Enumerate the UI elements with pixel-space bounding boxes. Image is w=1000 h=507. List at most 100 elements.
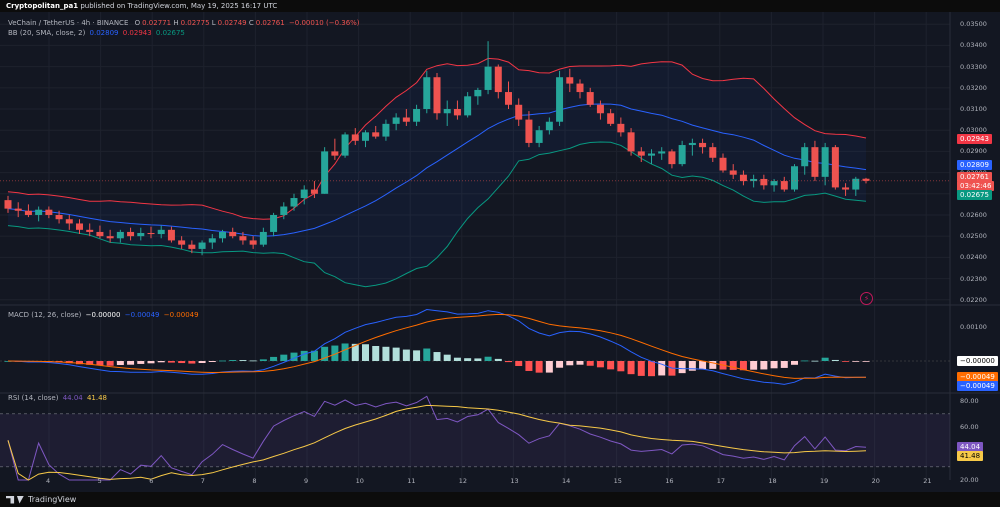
author-name[interactable]: Cryptopolitan_pa1 [6, 2, 79, 10]
macd-histogram-bar [586, 361, 594, 366]
candle-body [178, 240, 186, 245]
macd-histogram-bar [178, 361, 186, 364]
candle-body [55, 214, 63, 220]
last-price-label: 0.02761 [957, 172, 992, 182]
candle-body [617, 123, 625, 133]
rsi-legend: RSI (14, close) 44.04 41.48 [8, 394, 107, 402]
candle-body [76, 223, 83, 230]
macd-histogram-bar [96, 361, 104, 366]
price-tick-label: 0.03000 [960, 126, 987, 135]
macd-histogram-bar [372, 345, 380, 361]
candle-body [464, 96, 472, 116]
price-tick-label: 0.02900 [960, 147, 987, 156]
candle-body [862, 178, 870, 181]
macd-histogram-bar [494, 358, 502, 361]
candle-body [535, 130, 543, 143]
candle-body [65, 219, 73, 224]
macd-label[interactable]: MACD (12, 26, close) [8, 311, 82, 319]
time-tick-label: 10 [355, 477, 364, 485]
candle-body [96, 231, 104, 237]
macd-histogram-bar [770, 361, 778, 369]
macd-histogram-bar [239, 360, 247, 361]
macd-histogram-bar [413, 350, 421, 361]
low-label: L [211, 19, 216, 27]
macd-histogram-bar [147, 361, 155, 364]
candle-body [290, 198, 298, 207]
candle-body [147, 233, 155, 235]
tradingview-logo-icon [6, 495, 24, 504]
candle-body [545, 121, 553, 131]
candle-body [198, 242, 206, 249]
candle-body [188, 244, 196, 249]
bb-label[interactable]: BB (20, SMA, close, 2) [8, 29, 86, 37]
time-tick-label: 16 [665, 477, 674, 485]
candle-body [167, 229, 175, 241]
macd-hist-label: −0.00000 [957, 356, 998, 366]
rsi-label[interactable]: RSI (14, close) [8, 394, 59, 402]
macd-histogram-bar [811, 360, 819, 362]
macd-histogram-bar [648, 361, 655, 377]
candle-body [249, 240, 257, 245]
candle-body [474, 89, 482, 97]
macd-tick-label: 0.00100 [960, 323, 987, 331]
macd-histogram-bar [505, 361, 512, 363]
candle-body [310, 189, 318, 194]
candle-body [45, 209, 53, 215]
candle-body [566, 77, 574, 84]
macd-histogram-bar [658, 361, 666, 376]
time-tick-label: 12 [458, 477, 468, 485]
candle-body [576, 83, 584, 93]
bb-lower-price-label: 0.02675 [957, 190, 992, 200]
macd-histogram-bar [106, 361, 114, 366]
macd-histogram-bar [617, 361, 625, 372]
candle-body [525, 119, 533, 143]
close-label: C [248, 19, 254, 27]
alert-flag-icon[interactable]: ⚡ [860, 292, 873, 305]
candle-body [229, 231, 237, 237]
macd-histogram-bar [464, 358, 472, 361]
macd-signal-value: −0.00049 [163, 311, 199, 319]
time-tick-label: 17 [716, 477, 726, 485]
candle-body [4, 200, 12, 209]
time-tick-label: 7 [200, 477, 205, 485]
candle-body [648, 153, 655, 156]
candle-body [392, 117, 400, 124]
candle-body [443, 109, 451, 114]
chart-canvas[interactable] [0, 12, 1000, 492]
macd-histogram-bar [842, 361, 850, 362]
candle-body [791, 166, 798, 190]
price-tick-label: 0.02300 [960, 274, 987, 283]
macd-histogram-bar [423, 348, 431, 361]
macd-histogram-bar [86, 361, 94, 365]
candle-body [423, 77, 431, 110]
candle-body [556, 77, 564, 122]
candle-body [413, 109, 421, 122]
bb-basis-line [7, 103, 867, 237]
time-tick-label: 14 [562, 477, 571, 485]
brand-name[interactable]: TradingView [28, 495, 77, 504]
candle-body [157, 229, 165, 235]
macd-histogram-bar [433, 352, 441, 361]
candle-body [750, 178, 758, 182]
low-value: 0.02749 [217, 19, 247, 27]
macd-histogram-bar [219, 360, 226, 362]
macd-histogram-bar [791, 361, 798, 365]
price-tick-label: 0.03100 [960, 105, 987, 113]
candle-body [259, 231, 267, 245]
rsi-tick-label: 80.00 [960, 396, 979, 405]
bb-upper-line [7, 57, 867, 220]
publish-header: Cryptopolitan_pa1 published on TradingVi… [0, 0, 1000, 12]
macd-histogram-bar [443, 354, 451, 361]
macd-histogram-bar [862, 361, 870, 362]
macd-histogram-bar [515, 361, 523, 366]
time-tick-label: 6 [149, 477, 154, 485]
bb-legend: BB (20, SMA, close, 2) 0.02809 0.02943 0… [8, 29, 185, 37]
close-value: 0.02761 [255, 19, 285, 27]
candle-body [637, 151, 645, 156]
time-tick-label: 9 [304, 477, 309, 485]
symbol-name[interactable]: VeChain / TetherUS · 4h · BINANCE [8, 19, 129, 27]
candle-body [331, 151, 339, 156]
candle-body [688, 142, 696, 146]
macd-histogram-bar [709, 361, 717, 369]
macd-histogram-bar [780, 361, 788, 368]
